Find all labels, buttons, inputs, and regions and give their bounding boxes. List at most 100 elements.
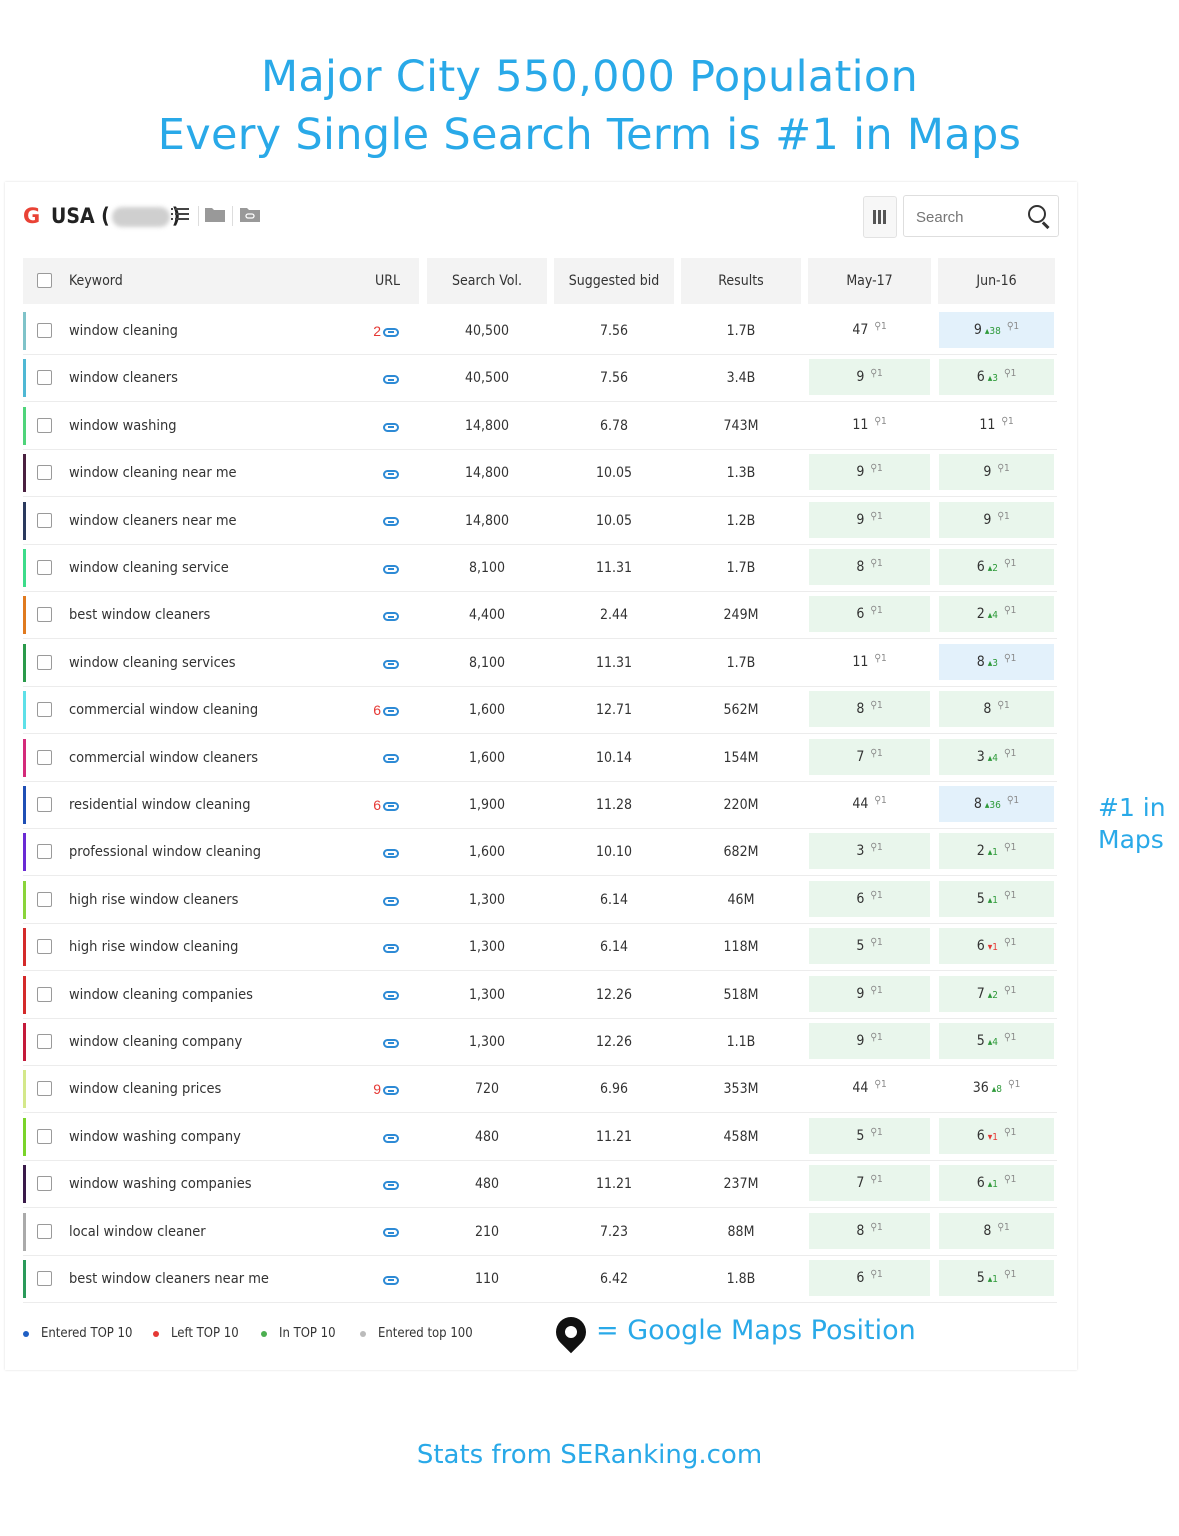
link-icon[interactable] [383, 1133, 399, 1143]
table-row[interactable]: window cleaning service 8,100 11.31 1.7B 8 ⚲1… [23, 545, 1057, 592]
table-row[interactable]: local window cleaner 210 7.23 88M 8 ⚲1 8 ⚲1 [23, 1209, 1057, 1256]
row-checkbox[interactable] [37, 1176, 52, 1192]
link-icon[interactable] [383, 469, 399, 479]
position-jun[interactable]: 36 ▴8 ⚲1 [939, 1070, 1054, 1106]
position-jun[interactable]: 8 ▴3 ⚲1 [939, 643, 1054, 680]
position-may[interactable]: 9 ⚲1 [809, 454, 930, 491]
table-row[interactable]: commercial window cleaners 1,600 10.14 154M… [23, 735, 1057, 782]
link-icon[interactable] [383, 1180, 399, 1190]
position-may[interactable]: 9 ⚲1 [809, 975, 930, 1012]
position-may[interactable]: 8 ⚲1 [809, 1212, 930, 1249]
header-keyword[interactable]: Keyword [69, 273, 123, 289]
position-jun[interactable]: 5 ▴4 ⚲1 [939, 1023, 1054, 1059]
folder-link-icon[interactable] [240, 206, 260, 224]
link-icon[interactable] [383, 659, 399, 669]
position-jun[interactable]: 6 ▴1 ⚲1 [939, 1165, 1054, 1202]
link-icon[interactable] [383, 1228, 399, 1238]
position-jun[interactable]: 8 ⚲1 [939, 691, 1054, 728]
position-may[interactable]: 9 ⚲1 [809, 359, 930, 396]
link-icon[interactable] [383, 943, 399, 953]
row-checkbox[interactable] [37, 607, 52, 623]
header-results[interactable]: Results [681, 258, 801, 304]
row-checkbox[interactable] [37, 702, 52, 718]
table-row[interactable]: window cleaning 2 40,500 7.56 1.7B 47 ⚲1 9 ▴38 ⚲1 [23, 308, 1057, 355]
url-cell[interactable]: 6 [343, 782, 399, 828]
url-cell[interactable] [343, 640, 399, 686]
header-date-jun[interactable]: Jun-16 [938, 258, 1055, 304]
url-cell[interactable] [343, 1161, 399, 1207]
row-checkbox[interactable] [37, 654, 52, 670]
table-row[interactable]: residential window cleaning 6 1,900 11.28 22… [23, 782, 1057, 829]
position-jun[interactable]: 7 ▴2 ⚲1 [939, 975, 1054, 1012]
table-row[interactable]: window cleaning prices 9 720 6.96 353M 44 ⚲1 36… [23, 1066, 1057, 1114]
table-row[interactable]: window cleaners 40,500 7.56 3.4B 9 ⚲1 6 ▴3 ⚲1 [23, 355, 1057, 403]
list-icon[interactable] [171, 206, 191, 224]
table-row[interactable]: window washing company 480 11.21 458M 5 ⚲1 6 ▾1… [23, 1114, 1057, 1161]
country-selector[interactable]: USA () [51, 204, 180, 228]
position-may[interactable]: 11 ⚲1 [809, 644, 930, 680]
position-may[interactable]: 8 ⚲1 [809, 549, 930, 585]
url-cell[interactable] [343, 829, 399, 875]
folder-icon[interactable] [205, 206, 225, 224]
table-row[interactable]: window cleaners near me 14,800 10.05 1.2B 9 ⚲… [23, 498, 1057, 545]
table-row[interactable]: high rise window cleaning 1,300 6.14 118M 5 ⚲… [23, 924, 1057, 972]
table-row[interactable]: best window cleaners near me 110 6.42 1.8B 6… [23, 1256, 1057, 1303]
url-cell[interactable] [343, 1114, 399, 1160]
position-may[interactable]: 6 ⚲1 [809, 596, 930, 633]
position-jun[interactable]: 3 ▴4 ⚲1 [939, 738, 1054, 775]
table-row[interactable]: window cleaning company 1,300 12.26 1.1B 9 ⚲1… [23, 1019, 1057, 1066]
row-checkbox[interactable] [37, 417, 52, 433]
table-row[interactable]: window cleaning services 8,100 11.31 1.7B 11… [23, 640, 1057, 687]
table-row[interactable]: commercial window cleaning 6 1,600 12.71 562… [23, 687, 1057, 735]
position-jun[interactable]: 6 ▴2 ⚲1 [939, 549, 1054, 585]
position-jun[interactable]: 11 ⚲1 [939, 407, 1054, 443]
position-may[interactable]: 44 ⚲1 [809, 786, 930, 822]
table-row[interactable]: best window cleaners 4,400 2.44 249M 6 ⚲1 2 ▴4 ⚲… [23, 592, 1057, 640]
url-cell[interactable] [343, 972, 399, 1018]
header-search-vol[interactable]: Search Vol. [427, 258, 547, 304]
position-jun[interactable]: 5 ▴1 ⚲1 [939, 880, 1054, 917]
link-icon[interactable] [383, 422, 399, 432]
url-cell[interactable] [343, 450, 399, 496]
search-input[interactable] [914, 206, 1028, 228]
position-jun[interactable]: 2 ▴1 ⚲1 [939, 833, 1054, 870]
link-icon[interactable] [383, 896, 399, 906]
table-row[interactable]: high rise window cleaners 1,300 6.14 46M 6 ⚲1… [23, 877, 1057, 924]
url-cell[interactable] [343, 924, 399, 970]
select-all-checkbox[interactable] [37, 273, 52, 288]
position-may[interactable]: 3 ⚲1 [809, 833, 930, 870]
url-cell[interactable] [343, 545, 399, 591]
link-icon[interactable] [383, 1086, 399, 1096]
url-cell[interactable] [343, 498, 399, 544]
link-icon[interactable] [383, 1038, 399, 1048]
link-icon[interactable] [383, 801, 399, 811]
row-checkbox[interactable] [37, 370, 52, 386]
url-cell[interactable] [343, 592, 399, 638]
position-may[interactable]: 9 ⚲1 [809, 1023, 930, 1059]
url-cell[interactable]: 2 [343, 308, 399, 354]
row-checkbox[interactable] [37, 323, 52, 338]
table-row[interactable]: window washing companies 480 11.21 237M 7 ⚲1 6… [23, 1161, 1057, 1209]
header-suggested-bid[interactable]: Suggested bid [554, 258, 674, 304]
link-icon[interactable] [383, 612, 399, 622]
row-checkbox[interactable] [37, 1223, 52, 1239]
link-icon[interactable] [383, 754, 399, 764]
position-may[interactable]: 44 ⚲1 [809, 1070, 930, 1106]
position-may[interactable]: 9 ⚲1 [809, 501, 930, 538]
row-checkbox[interactable] [37, 1034, 52, 1049]
link-icon[interactable] [383, 991, 399, 1001]
link-icon[interactable] [383, 517, 399, 527]
row-checkbox[interactable] [37, 512, 52, 528]
row-checkbox[interactable] [37, 986, 52, 1002]
url-cell[interactable] [343, 1019, 399, 1065]
position-may[interactable]: 6 ⚲1 [809, 1260, 930, 1296]
row-checkbox[interactable] [37, 1271, 52, 1286]
url-cell[interactable]: 9 [343, 1066, 399, 1112]
row-checkbox[interactable] [37, 939, 52, 955]
position-may[interactable]: 8 ⚲1 [809, 691, 930, 728]
url-cell[interactable] [343, 355, 399, 401]
row-checkbox[interactable] [37, 844, 52, 860]
position-jun[interactable]: 9 ▴38 ⚲1 [939, 312, 1054, 348]
url-cell[interactable] [343, 1256, 399, 1302]
url-cell[interactable] [343, 403, 399, 449]
